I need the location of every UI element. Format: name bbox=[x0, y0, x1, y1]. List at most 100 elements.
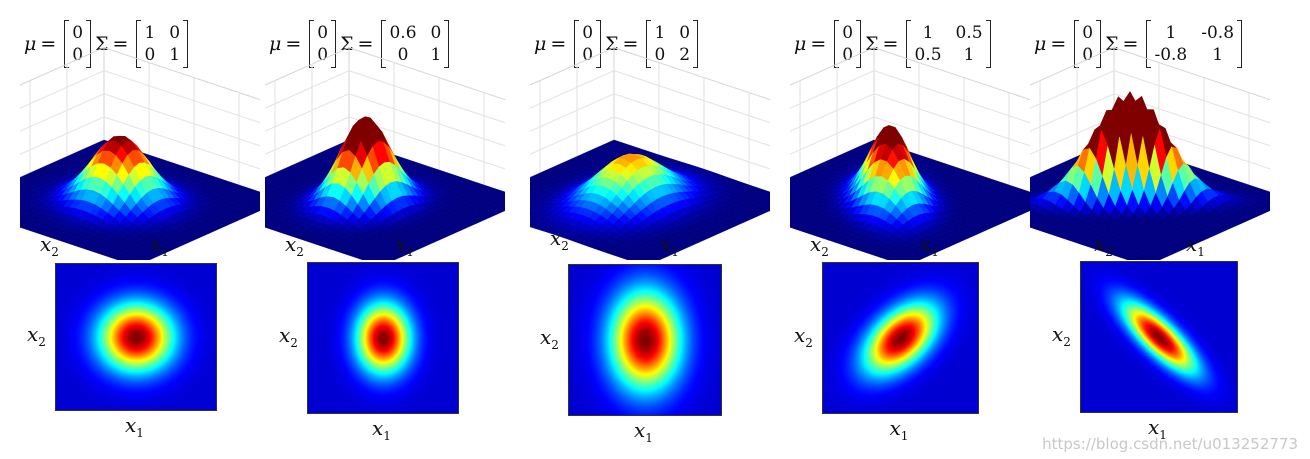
surface-cell bbox=[886, 256, 899, 260]
sigma-matrix: 1 0.5 0.5 1 bbox=[906, 20, 991, 68]
surface-cell bbox=[765, 205, 770, 209]
surface-cell bbox=[1126, 256, 1139, 260]
equals-sign: = bbox=[1050, 33, 1067, 55]
surface-axis-label-x1: x1 bbox=[395, 232, 414, 259]
sigma-symbol: Σ bbox=[1105, 33, 1119, 55]
mu-entry: 0 bbox=[582, 45, 594, 65]
surface-axis-label-x2: x2 bbox=[1094, 232, 1113, 259]
surface-cell bbox=[764, 200, 770, 205]
grid-line bbox=[530, 70, 770, 124]
sigma-entry: 0 bbox=[430, 23, 442, 43]
surface-cell bbox=[763, 195, 770, 201]
surface-cell bbox=[1024, 200, 1030, 205]
surface-cell bbox=[790, 190, 794, 193]
sigma-entry: 1 bbox=[1212, 45, 1224, 65]
equals-sign: = bbox=[622, 33, 639, 55]
parameter-formula: μ = 0 0 Σ = 1 0 0 1 bbox=[24, 20, 192, 68]
sigma-symbol: Σ bbox=[95, 33, 109, 55]
sigma-entry: 1 bbox=[922, 23, 934, 43]
side-wall bbox=[1030, 46, 1115, 179]
gaussian-panel-2: μ = 0 0 Σ = 0.6 0 0 1 x2 x1 x2 x1 bbox=[265, 0, 505, 459]
surface-cell bbox=[530, 189, 534, 193]
surface-cell bbox=[499, 200, 505, 205]
surface-cell bbox=[20, 214, 24, 218]
surface-mesh bbox=[1030, 91, 1270, 260]
equals-sign: = bbox=[40, 33, 57, 55]
gaussian-panel-4: μ = 0 0 Σ = 1 0.5 0.5 1 x2 x1 x2 x1 bbox=[790, 0, 1030, 459]
gaussian-panel-1: μ = 0 0 Σ = 1 0 0 1 x2 x1 x2 x1 bbox=[20, 0, 260, 459]
surface-cell bbox=[1264, 200, 1270, 205]
surface-plot-3d bbox=[20, 46, 260, 260]
sigma-matrix: 0.6 0 0 1 bbox=[381, 20, 450, 68]
mu-entry: 0 bbox=[72, 23, 84, 43]
mu-entry: 0 bbox=[582, 23, 594, 43]
surface-plot-3d bbox=[1030, 46, 1270, 260]
surface-cell bbox=[626, 256, 639, 260]
sigma-entry: 0 bbox=[654, 45, 666, 65]
surface-axis-label-x1: x1 bbox=[150, 232, 169, 259]
sigma-symbol: Σ bbox=[605, 33, 619, 55]
sigma-entry: 1 bbox=[169, 45, 181, 65]
equals-sign: = bbox=[810, 33, 827, 55]
heatmap-ylabel: x2 bbox=[279, 323, 298, 350]
surface-axis-label-x2: x2 bbox=[810, 232, 829, 259]
surface-cell bbox=[254, 200, 260, 205]
surface-cell bbox=[1263, 195, 1270, 201]
surface-plot-3d bbox=[790, 46, 1030, 260]
grid-line bbox=[790, 116, 1030, 170]
mu-symbol: μ bbox=[24, 33, 37, 55]
sigma-entry: 0.5 bbox=[955, 23, 983, 43]
heatmap-canvas bbox=[823, 263, 978, 413]
sigma-symbol: Σ bbox=[865, 33, 879, 55]
surface-cell bbox=[790, 194, 795, 198]
surface-cell bbox=[137, 258, 144, 260]
parameter-formula: μ = 0 0 Σ = 1 0.5 0.5 1 bbox=[794, 20, 995, 68]
heatmap-xlabel: x1 bbox=[1148, 415, 1167, 442]
surface-cell bbox=[1137, 256, 1151, 260]
sigma-entry: 1 bbox=[144, 23, 156, 43]
surface-cell bbox=[265, 190, 269, 193]
sigma-entry: 0 bbox=[679, 23, 691, 43]
mu-symbol: μ bbox=[1034, 33, 1047, 55]
surface-cell bbox=[1023, 195, 1030, 201]
equals-sign: = bbox=[357, 33, 374, 55]
surface-cell bbox=[372, 256, 386, 260]
mu-entry: 0 bbox=[317, 23, 329, 43]
side-wall bbox=[530, 46, 615, 179]
surface-cell bbox=[1136, 259, 1141, 260]
equals-sign: = bbox=[882, 33, 899, 55]
heatmap-canvas bbox=[1081, 262, 1237, 412]
surface-cell bbox=[530, 218, 535, 223]
heatmap-ylabel: x2 bbox=[1052, 322, 1071, 349]
surface-cell bbox=[255, 205, 260, 209]
surface-cell bbox=[265, 214, 269, 218]
sigma-symbol: Σ bbox=[340, 33, 354, 55]
grid-line bbox=[790, 70, 1030, 124]
surface-mesh bbox=[790, 125, 1030, 260]
surface-cell bbox=[20, 198, 26, 203]
sigma-entry: 1 bbox=[1165, 23, 1177, 43]
surface-axis-label-x1: x1 bbox=[920, 232, 939, 259]
sigma-matrix: 1 -0.8 -0.8 1 bbox=[1146, 20, 1243, 68]
side-wall bbox=[20, 46, 105, 179]
surface-mesh bbox=[265, 116, 505, 260]
surface-walls bbox=[790, 46, 1030, 193]
mu-entry: 0 bbox=[317, 45, 329, 65]
mu-entry: 0 bbox=[1082, 45, 1094, 65]
equals-sign: = bbox=[112, 33, 129, 55]
side-wall bbox=[265, 46, 350, 179]
surface-plot-3d bbox=[530, 46, 770, 260]
surface-cell bbox=[1030, 195, 1036, 199]
gaussian-panel-3: μ = 0 0 Σ = 1 0 0 2 x2 x1 x2 x1 bbox=[530, 0, 770, 459]
surface-cell bbox=[790, 214, 794, 218]
mu-entry: 0 bbox=[72, 45, 84, 65]
surface-cell bbox=[253, 195, 260, 201]
surface-cell bbox=[647, 258, 654, 260]
surface-cell bbox=[371, 259, 376, 260]
density-heatmap bbox=[1080, 261, 1238, 413]
surface-cell bbox=[116, 256, 129, 260]
heatmap-xlabel: x1 bbox=[889, 416, 909, 443]
surface-cell bbox=[361, 256, 374, 260]
heatmap-ylabel: x2 bbox=[540, 325, 559, 352]
